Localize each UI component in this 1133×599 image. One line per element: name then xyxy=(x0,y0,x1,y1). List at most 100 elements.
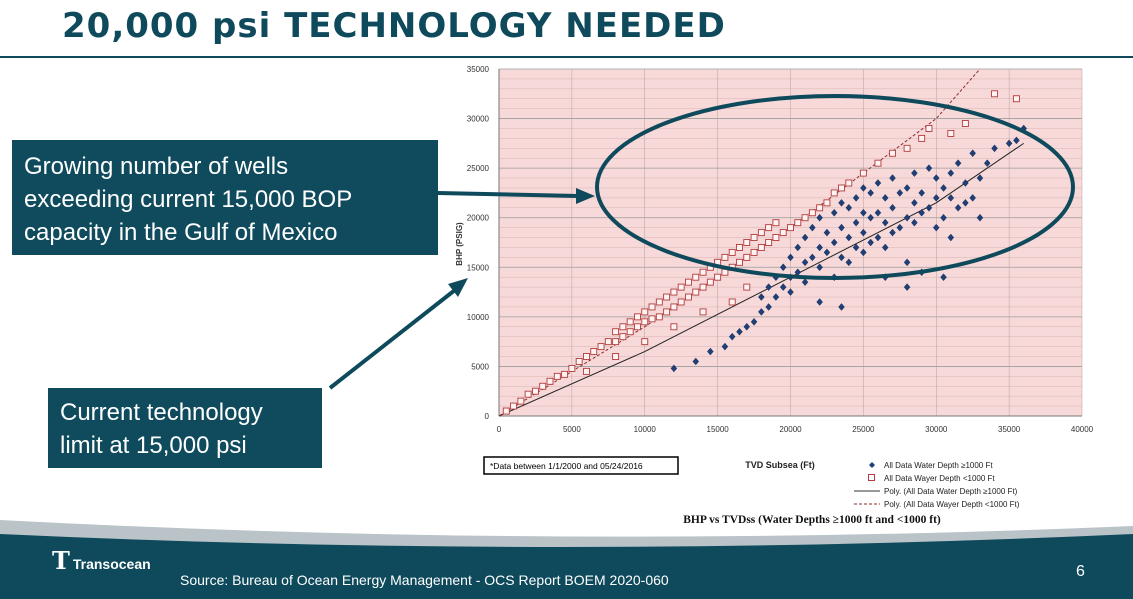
data-point-deep xyxy=(816,213,823,222)
data-point-shallow xyxy=(757,244,765,251)
data-point-deep xyxy=(852,243,860,252)
data-point-deep xyxy=(845,233,853,242)
data-point-deep xyxy=(809,223,816,232)
data-point-deep xyxy=(889,174,896,182)
logo-mark-icon: 𝐓 xyxy=(52,546,70,575)
source-citation: Source: Bureau of Ocean Energy Managemen… xyxy=(180,572,669,588)
data-point-shallow xyxy=(561,370,569,378)
data-point-shallow xyxy=(604,338,612,346)
data-point-shallow xyxy=(721,268,729,276)
data-point-deep xyxy=(881,243,889,252)
y-tick-label: 30000 xyxy=(467,115,490,124)
data-point-shallow xyxy=(524,390,532,398)
data-point-shallow xyxy=(706,278,714,286)
data-point-shallow xyxy=(626,328,634,336)
data-point-deep xyxy=(867,213,874,222)
y-tick-label: 20000 xyxy=(467,214,490,223)
data-point-deep xyxy=(881,194,889,202)
data-point-deep xyxy=(925,203,933,212)
data-point-shallow xyxy=(612,328,620,336)
data-point-deep xyxy=(736,327,743,336)
data-point-shallow xyxy=(597,343,605,351)
data-point-deep xyxy=(816,298,823,306)
data-point-shallow xyxy=(568,364,576,372)
data-point-shallow xyxy=(619,333,627,341)
data-point-shallow xyxy=(787,224,794,232)
data-point-deep xyxy=(918,208,925,217)
data-point-deep xyxy=(896,189,904,197)
data-point-shallow xyxy=(750,234,758,241)
legend-marker-deep-icon xyxy=(869,462,875,468)
data-point-shallow xyxy=(663,308,671,316)
data-point-shallow xyxy=(531,387,539,395)
y-tick-label: 25000 xyxy=(467,164,490,173)
callout-top-line-2: exceeding current 15,000 BOP xyxy=(24,186,353,213)
data-point-deep xyxy=(911,169,918,177)
data-point-deep xyxy=(801,278,809,286)
x-tick-label: 30000 xyxy=(925,425,948,434)
data-point-shallow xyxy=(583,367,590,375)
data-point-shallow xyxy=(510,402,518,410)
data-point-deep xyxy=(1013,136,1020,145)
data-point-deep xyxy=(838,223,845,232)
data-point-shallow xyxy=(903,144,911,152)
callout-growing-wells: Growing number of wells exceeding curren… xyxy=(12,140,438,255)
data-point-deep xyxy=(903,283,911,291)
data-point-deep xyxy=(874,233,882,242)
data-point-shallow xyxy=(816,204,824,212)
data-point-deep xyxy=(867,189,874,197)
data-point-shallow xyxy=(779,229,787,237)
legend-label-deep: All Data Water Depth ≥1000 Ft xyxy=(884,461,993,470)
highlight-ellipse xyxy=(595,94,1075,280)
y-tick-label: 15000 xyxy=(467,263,490,272)
data-point-deep xyxy=(954,159,962,167)
callout-bottom-line-1: Current technology xyxy=(60,399,263,426)
data-point-shallow xyxy=(612,353,620,360)
x-tick-label: 25000 xyxy=(852,425,875,434)
data-point-deep xyxy=(860,208,867,217)
data-point-deep xyxy=(838,199,845,207)
data-point-shallow xyxy=(925,125,933,132)
data-point-shallow xyxy=(874,159,882,167)
data-point-deep xyxy=(1005,139,1013,148)
data-point-deep xyxy=(838,303,845,311)
data-point-shallow xyxy=(728,298,736,306)
data-point-deep xyxy=(903,258,911,267)
date-note-box xyxy=(483,456,679,475)
data-point-shallow xyxy=(670,303,678,311)
data-point-deep xyxy=(823,248,831,257)
data-point-deep xyxy=(889,203,896,212)
data-point-deep xyxy=(932,194,940,202)
data-point-deep xyxy=(940,273,947,282)
data-point-deep xyxy=(860,248,867,257)
data-point-shallow xyxy=(502,407,510,415)
legend-marker-shallow-icon xyxy=(868,474,875,481)
data-point-shallow xyxy=(859,169,867,177)
data-point-shallow xyxy=(583,353,590,360)
shallow-water-series xyxy=(502,90,1020,415)
data-point-shallow xyxy=(845,179,853,187)
data-point-deep xyxy=(707,347,714,356)
data-point-deep xyxy=(830,238,838,247)
data-point-shallow xyxy=(736,258,743,266)
data-point-deep xyxy=(911,218,918,227)
data-point-shallow xyxy=(626,318,634,326)
data-point-deep xyxy=(932,174,940,182)
data-point-deep xyxy=(779,283,787,291)
data-point-deep xyxy=(947,194,955,202)
data-point-deep xyxy=(765,303,772,311)
data-point-shallow xyxy=(655,313,663,321)
y-axis-label: BHP (PSIG) xyxy=(455,222,464,266)
data-point-shallow xyxy=(830,189,838,197)
bottom-callout-arrow xyxy=(328,278,468,390)
data-point-deep xyxy=(976,213,984,222)
top-callout-arrow xyxy=(437,188,595,204)
data-point-deep xyxy=(889,228,896,237)
data-point-deep xyxy=(911,199,918,207)
data-point-shallow xyxy=(838,184,845,192)
chart-legend: All Data Water Depth ≥1000 Ft All Data W… xyxy=(854,461,1020,509)
date-note: *Data between 1/1/2000 and 05/24/2016 xyxy=(490,461,643,471)
callout-bottom-line-2: limit at 15,000 psi xyxy=(60,432,247,459)
data-point-deep xyxy=(801,233,809,242)
data-point-deep xyxy=(940,213,947,222)
